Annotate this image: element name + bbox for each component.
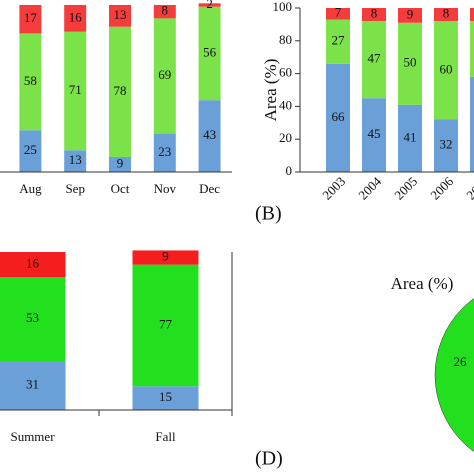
bar-segment [64,5,87,32]
bar-segment [64,150,87,172]
data-label: 53 [26,310,39,325]
bar-segment [0,361,66,410]
bar-segment [132,386,199,410]
bar-segment [434,119,458,172]
x-tick-label: 2007 [463,173,474,202]
x-tick-label: Dec [199,181,220,196]
x-tick-label: Nov [154,181,177,196]
x-tick-label: 2005 [391,174,420,203]
bar-segment [470,8,474,22]
bar-segment [0,252,66,278]
y-tick-label: 100 [273,0,293,14]
data-label: 77 [159,316,173,331]
y-tick-label: 0 [286,163,293,178]
x-tick-label: 2006 [427,173,456,202]
bar-segment [19,5,42,34]
data-label: 32 [440,137,453,152]
bar-segment [19,33,42,131]
bar-segment [198,3,221,7]
bar-segment [198,6,221,101]
data-label: 23 [158,144,171,159]
x-tick-label: Oct [111,181,130,196]
data-label: 16 [69,9,83,24]
data-label: 66 [332,109,346,124]
bar-segment [198,100,221,172]
bar-segment [362,8,386,22]
chart-title: Area (%) [391,274,454,293]
data-label: 13 [69,152,82,167]
bar-segment [0,277,66,362]
bar-segment [434,21,458,120]
bar-segment [326,19,350,64]
data-label: 25 [24,142,37,157]
x-tick-label: 2004 [355,173,384,202]
bar-segment [109,5,131,27]
data-label: 58 [24,73,37,88]
x-tick-label: 2003 [319,174,348,203]
bar-segment [398,104,422,172]
y-tick-label: 20 [279,130,292,145]
data-label: 9 [162,249,169,264]
x-tick-label: Fall [155,429,176,444]
data-label: 8 [162,3,169,18]
bar-segment [326,63,350,173]
data-label: 8 [371,6,378,21]
bar-segment [153,18,176,134]
data-label: 69 [158,67,171,82]
data-label: 27 [332,33,346,48]
bar-segment [153,133,176,172]
bar-segment [362,98,386,172]
data-label: 7 [335,5,342,20]
bar-segment [470,76,474,172]
bar-segment [109,26,131,157]
panel-label: (B) [255,203,282,225]
bar-segment [19,130,42,172]
y-tick-label: 60 [279,65,292,80]
data-label: 16 [26,256,40,271]
bar-segment [132,250,199,265]
bar-segment [132,264,199,387]
bar-segment [398,22,422,105]
data-label: 31 [26,376,39,391]
y-axis-label: Area (%) [261,59,280,122]
data-label: 2 [206,0,213,11]
y-tick-label: 40 [279,97,292,112]
data-label: 8 [443,6,450,21]
y-tick-label: 80 [279,32,292,47]
bar-segment [434,8,458,22]
data-label: 9 [407,6,414,21]
bar-segment [153,5,176,19]
data-label: 50 [404,55,417,70]
data-label: 9 [117,155,124,170]
data-label: 26 [454,354,468,369]
data-label: 71 [69,82,82,97]
bar-segment [398,8,422,23]
data-label: 45 [368,126,381,141]
bar-segment [64,31,87,151]
data-label: 41 [404,129,417,144]
data-label: 15 [159,389,172,404]
data-label: 60 [440,61,453,76]
data-label: 43 [203,127,216,142]
data-label: 47 [368,51,382,66]
bar-segment [362,21,386,99]
bar-segment [109,156,131,172]
x-tick-label: Aug [19,181,42,196]
x-tick-label: Summer [10,429,55,444]
data-label: 78 [114,83,127,98]
panel-label: (D) [255,448,283,470]
bar-segment [326,8,350,20]
data-label: 17 [24,10,38,25]
pie-slice [434,297,474,453]
data-label: 56 [203,44,217,59]
x-tick-label: Sep [65,181,85,196]
bar-segment [470,21,474,77]
data-label: 13 [114,7,127,22]
